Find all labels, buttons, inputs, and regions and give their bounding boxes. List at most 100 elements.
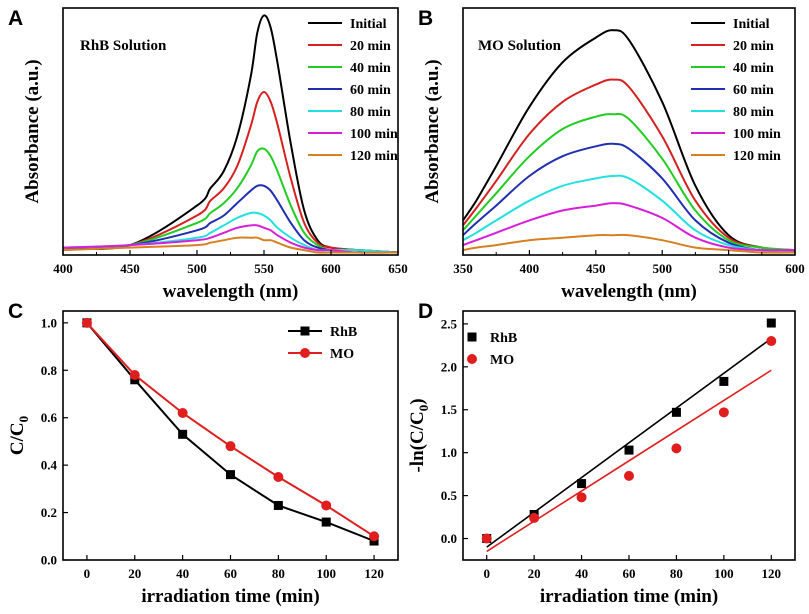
legend-label: MO — [330, 347, 354, 362]
data-point-mo — [273, 472, 284, 482]
legend: Initial 20 min 40 min 60 min 80 min 100 min 12… — [691, 17, 781, 164]
data-point-mo — [369, 531, 380, 542]
panel-B: B 350 400 450 500 550 600 wavelength (nm) Absorb… — [418, 7, 805, 302]
legend-marker-mo — [300, 348, 310, 358]
legend-label: 80 min — [733, 105, 774, 120]
data-point-rhb — [226, 470, 235, 480]
data-point-mo — [624, 470, 634, 481]
x-tick-label: 40 — [176, 566, 189, 581]
y-tick-label: 2.5 — [441, 316, 458, 331]
panel-letter: B — [418, 7, 433, 30]
legend: RhB MO — [288, 325, 357, 362]
x-tick-label: 650 — [388, 261, 408, 276]
y-tick-label: 0.2 — [41, 505, 57, 520]
data-point-mo — [671, 443, 682, 454]
series-line-60-min — [462, 142, 796, 252]
data-point-mo — [177, 407, 188, 418]
y-axis-title: -ln(C/C0) — [407, 398, 431, 472]
data-point-mo — [481, 533, 492, 544]
x-tick-label: 550 — [719, 261, 739, 276]
legend-marker-mo — [467, 354, 477, 364]
legend-label: 120 min — [733, 149, 781, 164]
panel-D: D 0 20 40 60 80 100 120 0.0 0.5 1.0 1.5 2.0 2.5 irradi… — [407, 300, 796, 607]
y-axis-title-subscript: 0 — [16, 416, 31, 423]
x-axis-title: wavelength (nm) — [163, 281, 299, 302]
data-point-rhb — [321, 517, 331, 527]
x-tick-label: 350 — [453, 261, 473, 276]
data-point-mo — [81, 317, 92, 328]
x-tick-label: 450 — [586, 261, 606, 276]
chart-title: MO Solution — [478, 38, 562, 54]
legend: RhB MO — [467, 331, 517, 368]
panel-A: A 400 450 500 550 600 650 wavelength (nm) Absorb… — [8, 7, 408, 302]
data-point-mo — [766, 336, 777, 347]
x-tick-label: 80 — [272, 566, 285, 581]
y-axis-title-close: ) — [407, 398, 428, 404]
legend-label: 20 min — [733, 39, 774, 54]
series-line-initial — [62, 14, 399, 254]
legend-label: 100 min — [350, 127, 398, 142]
x-tick-label: 20 — [528, 566, 541, 581]
series-line-40-min — [462, 112, 796, 252]
series-line-80-min — [462, 174, 796, 252]
x-tick-label: 450 — [120, 261, 140, 276]
y-tick-label: 0.4 — [41, 458, 58, 473]
series-line-40-min — [62, 147, 399, 254]
y-tick-label: 1.0 — [41, 315, 57, 330]
series-line-20-min — [62, 90, 399, 254]
x-tick-label: 600 — [785, 261, 805, 276]
data-point-mo — [718, 407, 729, 418]
panel-letter: C — [8, 300, 23, 323]
x-tick-label: 60 — [224, 566, 237, 581]
series-line-120-min — [62, 236, 398, 254]
x-axis-title: irradiation time (min) — [141, 586, 319, 607]
x-tick-label: 80 — [670, 566, 683, 581]
data-point-mo — [321, 500, 332, 511]
y-tick-label: 1.5 — [441, 402, 458, 417]
legend-label: 60 min — [733, 83, 774, 98]
series-line-initial — [462, 29, 796, 252]
x-tick-label: 550 — [254, 261, 274, 276]
y-axis-title: Absorbance (a.u.) — [422, 59, 443, 203]
y-tick-label: 0.5 — [441, 488, 458, 503]
legend-label: Initial — [350, 17, 387, 32]
y-tick-label: 0.8 — [41, 363, 58, 378]
data-point-mo — [576, 492, 587, 503]
x-axis-title: irradiation time (min) — [540, 586, 718, 607]
legend-label: 120 min — [350, 149, 398, 164]
y-tick-label: 0.6 — [41, 410, 58, 425]
data-point-rhb — [577, 479, 587, 489]
panel-letter: A — [8, 7, 23, 30]
series-line-100-min — [62, 224, 399, 254]
data-point-rhb — [766, 318, 776, 328]
x-tick-label: 600 — [321, 261, 341, 276]
data-point-mo — [225, 441, 236, 452]
y-tick-label: 0.0 — [441, 531, 457, 546]
x-tick-label: 0 — [483, 566, 490, 581]
y-axis-title-subscript: 0 — [416, 405, 431, 412]
y-axis-title: Absorbance (a.u.) — [22, 59, 43, 203]
panel-letter: D — [418, 300, 433, 323]
data-point-rhb — [624, 445, 634, 455]
x-tick-label: 400 — [520, 261, 540, 276]
fit-line-mo — [486, 369, 772, 553]
legend-label: 80 min — [350, 105, 391, 120]
x-tick-label: 100 — [316, 566, 336, 581]
data-point-rhb — [273, 500, 283, 510]
fit-line-rhb — [486, 337, 772, 548]
x-tick-label: 20 — [128, 566, 141, 581]
data-point-mo — [129, 370, 140, 381]
series-line-100-min — [462, 202, 796, 252]
x-tick-label: 500 — [187, 261, 207, 276]
x-tick-label: 40 — [575, 566, 588, 581]
data-point-mo — [529, 512, 540, 523]
plot-frame — [462, 310, 796, 561]
y-axis-title-main: -ln(C/C — [407, 411, 428, 472]
legend-label: 20 min — [350, 39, 391, 54]
x-tick-label: 100 — [714, 566, 734, 581]
legend-label: RhB — [330, 325, 357, 340]
legend-label: 40 min — [733, 61, 774, 76]
legend-label: MO — [490, 353, 514, 368]
chart-title: RhB Solution — [80, 38, 167, 54]
